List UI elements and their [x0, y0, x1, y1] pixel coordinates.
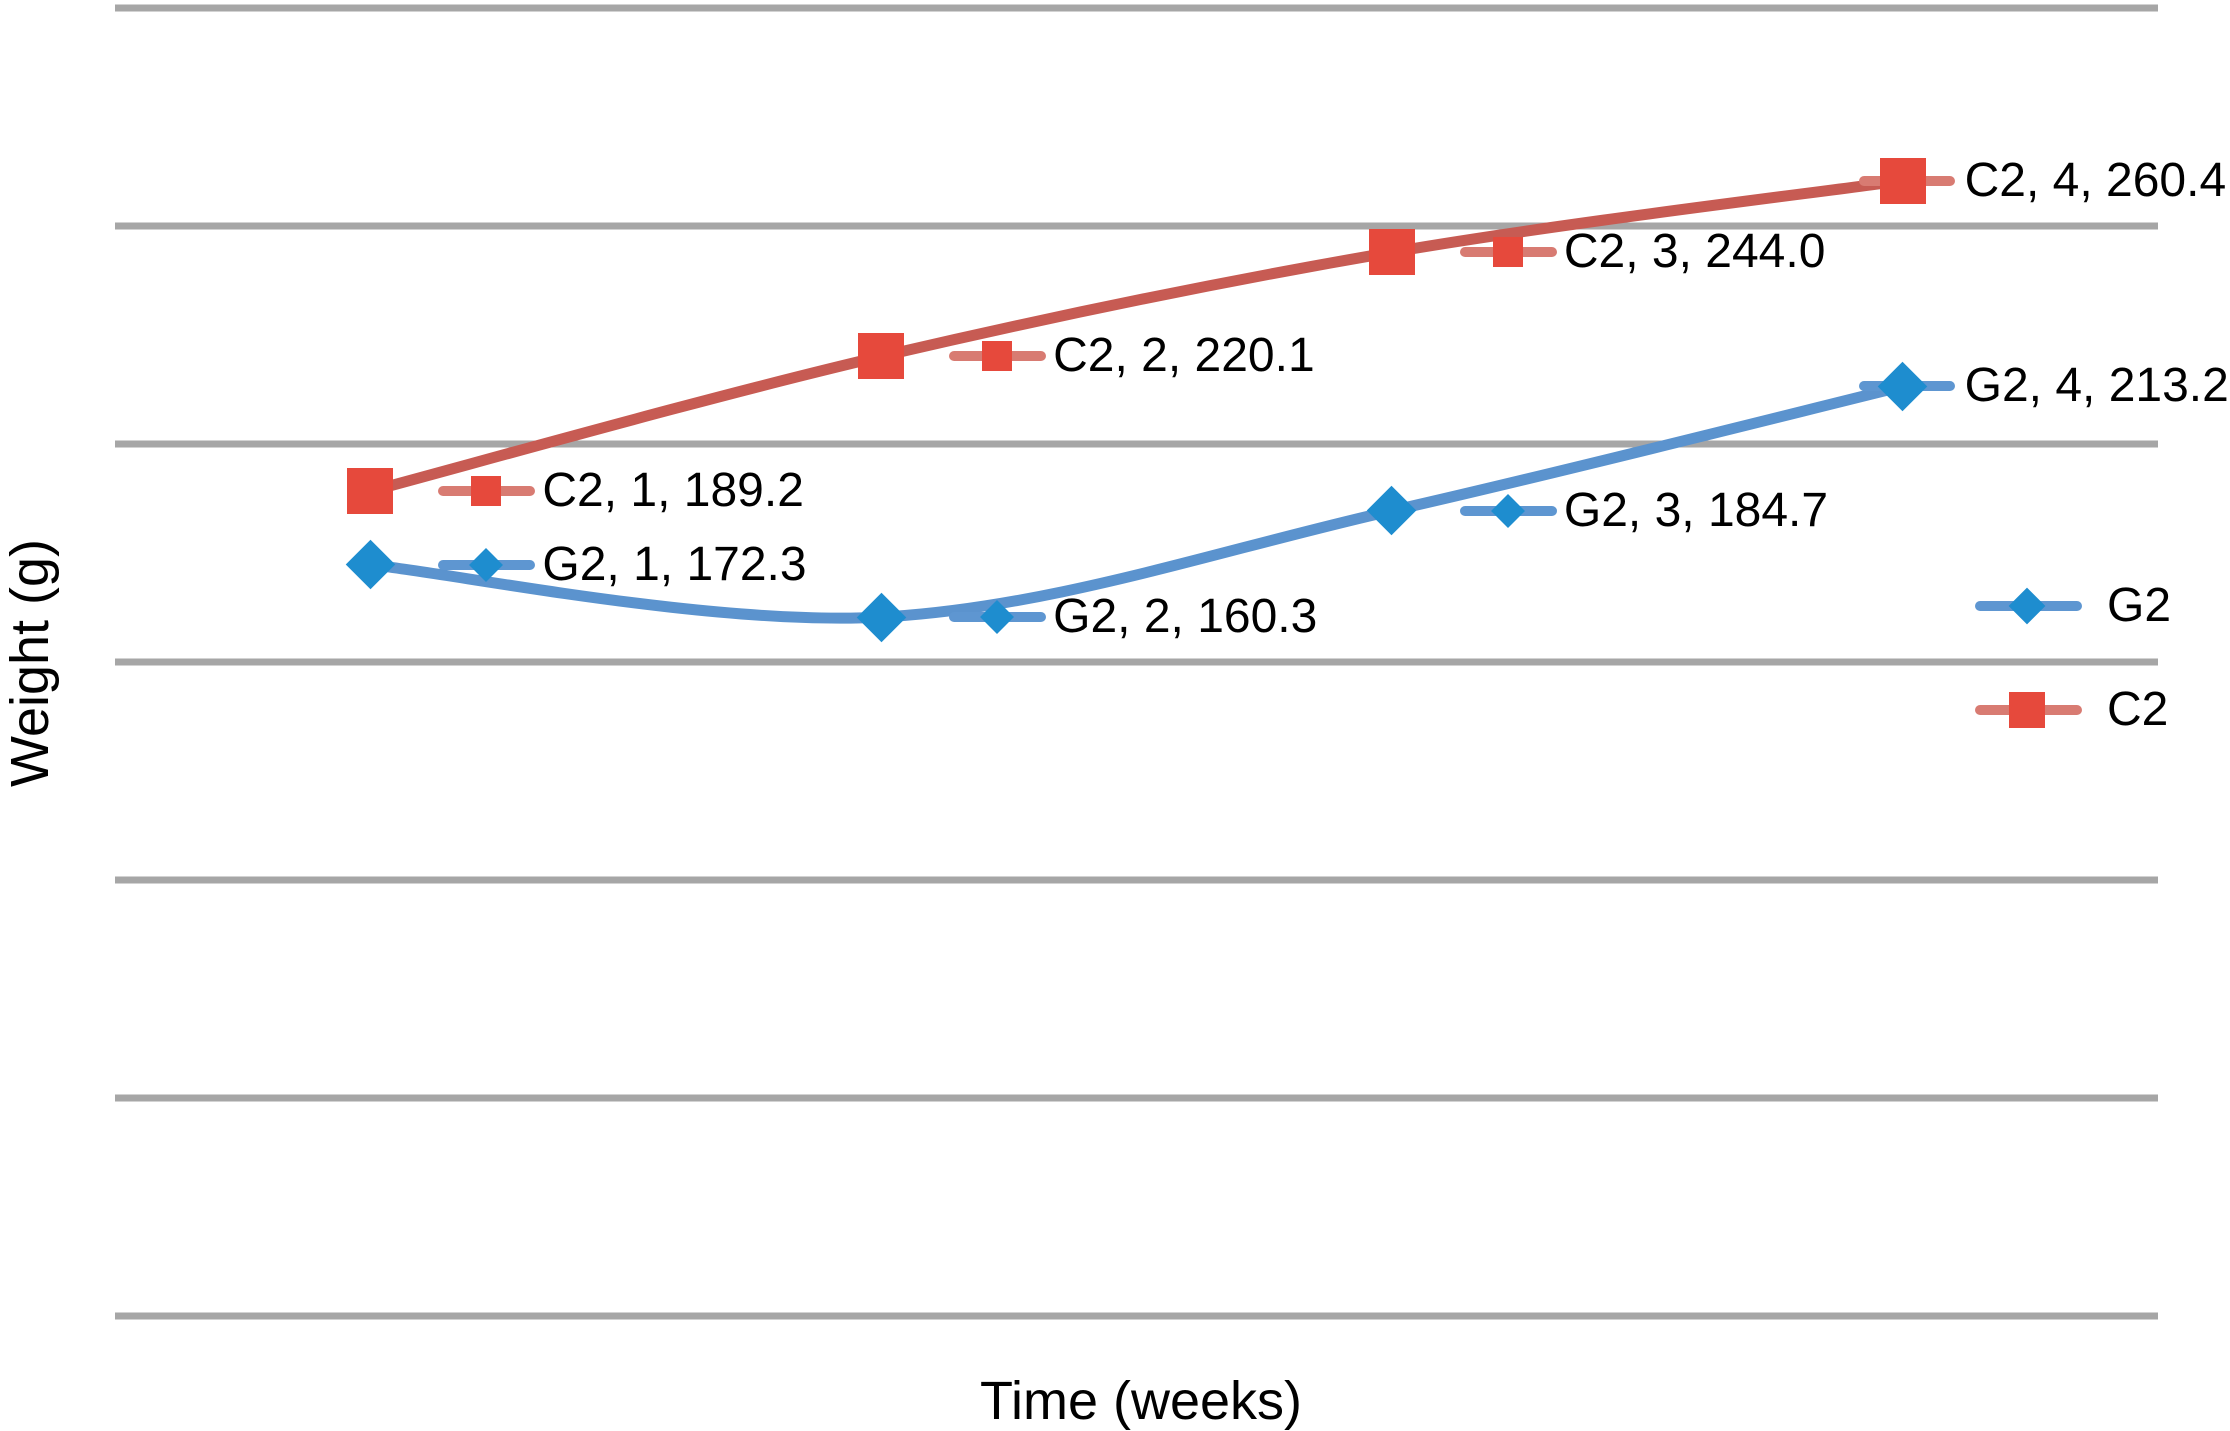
legend-square-icon [2009, 692, 2045, 728]
legend-label-c2: C2 [2107, 683, 2169, 736]
data-label: G2, 2, 160.3 [1053, 590, 1318, 644]
diamond-marker-icon [856, 592, 906, 642]
label-key-square-icon [1889, 165, 1920, 196]
diamond-marker-icon [1367, 485, 1417, 536]
square-marker-icon [858, 333, 905, 380]
label-key-square-icon [1492, 237, 1523, 268]
data-label: C2, 2, 220.1 [1053, 329, 1315, 383]
label-key-diamond-icon [469, 547, 504, 582]
data-label: C2, 3, 244.0 [1563, 225, 1826, 279]
label-key-square-icon [471, 476, 502, 507]
diamond-marker-icon [345, 540, 396, 590]
data-label: G2, 1, 172.3 [542, 537, 807, 591]
label-key-diamond-icon [1490, 493, 1525, 528]
y-axis-title: Weight (g) [0, 538, 60, 788]
legend-label-g2: G2 [2107, 579, 2172, 632]
data-label: C2, 4, 260.4 [1964, 153, 2227, 207]
data-label: C2, 1, 189.2 [542, 464, 804, 518]
label-key-square-icon [982, 341, 1013, 372]
data-label: G2, 3, 184.7 [1563, 483, 1829, 537]
x-axis-title: Time (weeks) [979, 1371, 1303, 1431]
series-line-g2 [364, 380, 1909, 624]
label-key-diamond-icon [980, 600, 1015, 635]
series-line-c2 [364, 175, 1909, 497]
square-marker-icon [347, 468, 394, 515]
data-label: G2, 4, 213.2 [1964, 359, 2229, 413]
square-marker-icon [1368, 229, 1415, 276]
